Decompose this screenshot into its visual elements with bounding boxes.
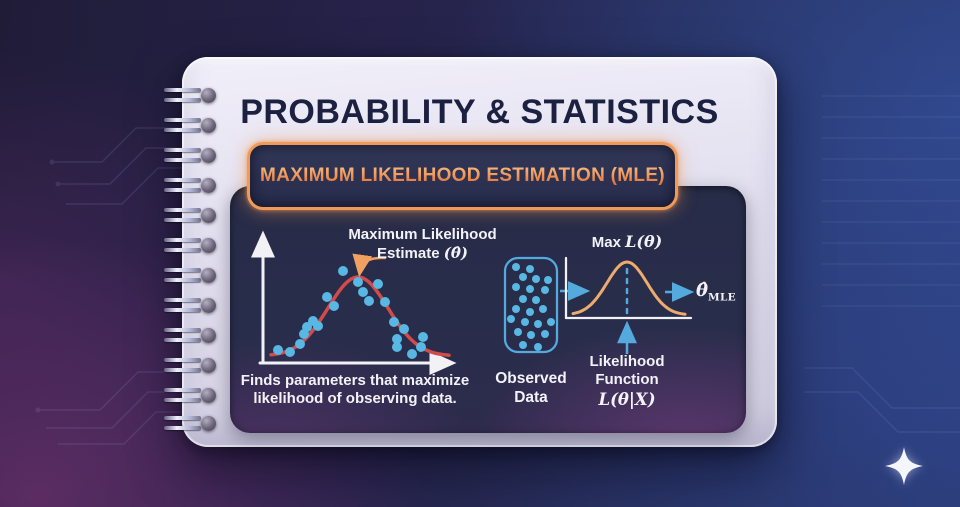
topic-banner: MAXIMUM LIKELIHOOD ESTIMATION (MLE) <box>247 142 678 210</box>
spiral-ring <box>164 237 216 254</box>
notebook-card: PROBABILITY & STATISTICS MAXIMUM LIKELIH… <box>182 57 777 447</box>
likelihood-curve <box>571 260 687 316</box>
spiral-ring <box>164 267 216 284</box>
likelihood-plot-axes <box>564 256 693 320</box>
diagram-panel: Maximum Likelihood Estimate (θ̂) Finds p… <box>230 186 746 433</box>
observed-data-label: Observed Data <box>495 370 567 406</box>
scatter-points <box>273 266 428 359</box>
spiral-ring <box>164 117 216 134</box>
spiral-ring <box>164 297 216 314</box>
spiral-ring <box>164 177 216 194</box>
spiral-ring <box>164 207 216 224</box>
likelihood-function-label: Likelihood Function L(θ|X) <box>589 353 665 409</box>
spiral-ring <box>164 327 216 344</box>
spiral-ring <box>164 357 216 374</box>
observed-data-box <box>503 256 559 354</box>
spiral-ring <box>164 87 216 104</box>
max-likelihood-label: Max L(θ) <box>591 232 663 251</box>
mle-diagram <box>251 230 695 375</box>
sparkle-logo-icon <box>885 447 923 485</box>
observed-data-dots <box>507 263 555 351</box>
page-title: PROBABILITY & STATISTICS <box>240 93 719 131</box>
theta-hat-mle-result: θ̂MLE <box>696 280 736 304</box>
spiral-ring <box>164 147 216 164</box>
spiral-ring <box>164 387 216 404</box>
mle-definition-caption: Finds parameters that maximize likelihoo… <box>240 372 470 408</box>
topic-banner-label: MAXIMUM LIKELIHOOD ESTIMATION (MLE) <box>260 165 665 186</box>
annotation-arrow-icon <box>352 253 387 278</box>
spiral-ring <box>164 415 216 432</box>
left-plot-axes <box>251 230 457 375</box>
mle-estimate-annotation: Maximum Likelihood Estimate (θ̂) <box>348 226 497 263</box>
